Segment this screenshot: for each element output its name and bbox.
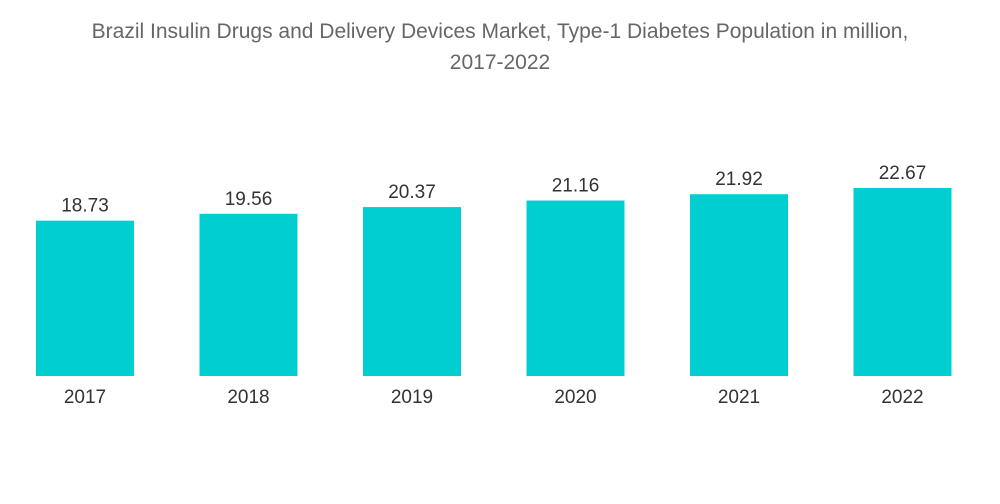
bar-2021 (690, 194, 788, 376)
value-label-2018: 19.56 (225, 189, 273, 210)
value-label-2022: 22.67 (879, 163, 927, 184)
x-tick-label-2022: 2022 (881, 387, 923, 408)
bar-2017 (36, 220, 134, 376)
bar-2018 (199, 213, 298, 376)
chart-title: Brazil Insulin Drugs and Delivery Device… (91, 20, 909, 43)
chart-title-block: Brazil Insulin Drugs and Delivery Device… (0, 16, 1000, 78)
x-tick-label-2018: 2018 (227, 387, 269, 408)
value-label-2020: 21.16 (552, 176, 600, 197)
chart-subtitle: 2017-2022 (449, 51, 551, 74)
bar-2019 (363, 207, 461, 376)
value-label-2017: 18.73 (61, 196, 109, 217)
x-tick-label-2021: 2021 (718, 387, 760, 408)
value-label-2019: 20.37 (388, 182, 436, 203)
value-label-2021: 21.92 (715, 169, 763, 190)
bar-2022 (853, 188, 952, 376)
x-tick-label-2019: 2019 (391, 387, 433, 408)
x-tick-label-2020: 2020 (554, 387, 596, 408)
bar-2020 (526, 200, 625, 376)
x-tick-label-2017: 2017 (64, 387, 106, 408)
